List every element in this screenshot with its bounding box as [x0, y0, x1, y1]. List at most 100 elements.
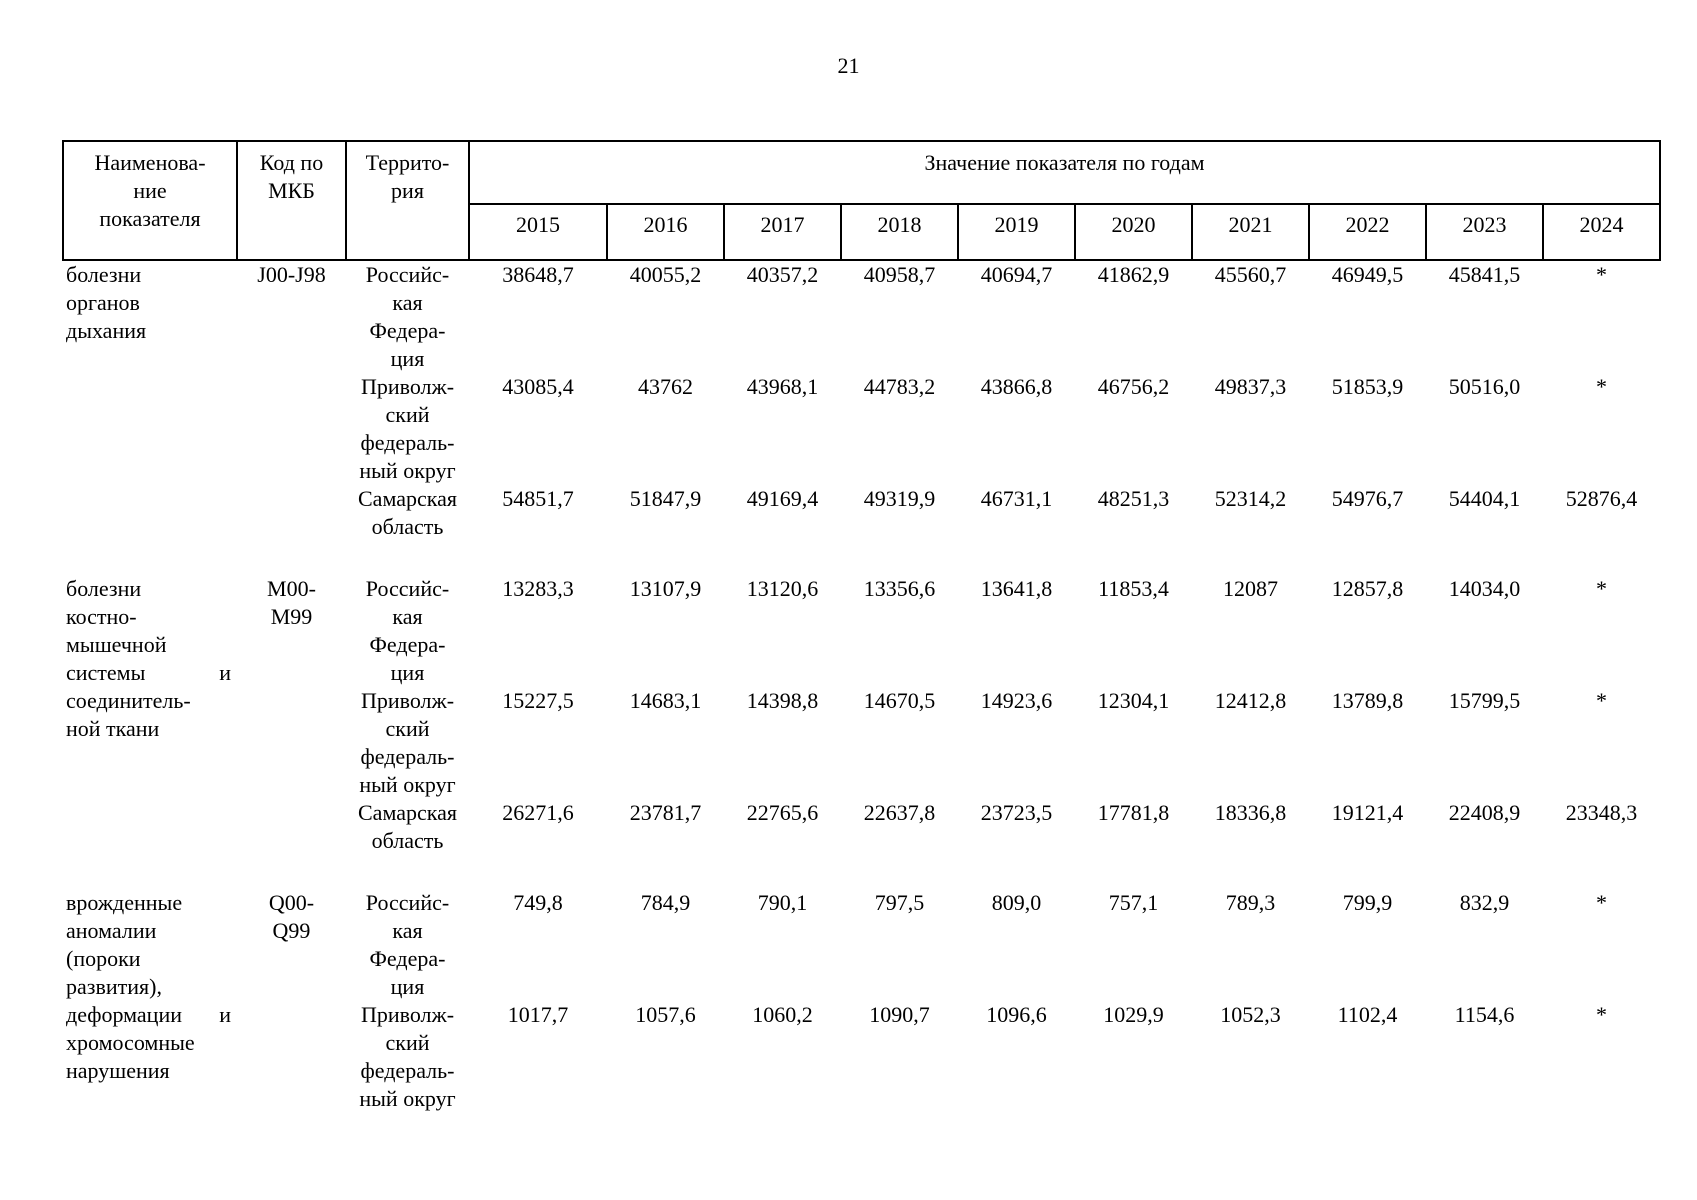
value-cell: 15227,5: [502, 688, 574, 713]
territory-row: Приволж-ский федераль-ный округ 43085,4 437…: [63, 373, 1660, 485]
value-cell: 19121,4: [1331, 800, 1404, 825]
value-cell: 797,5: [874, 890, 925, 915]
value-cell: 13283,3: [502, 576, 574, 601]
text-line: ной ткани: [66, 716, 160, 741]
territory-cell: Приволж-ский федераль-ный округ: [346, 687, 469, 799]
value-cell: 49169,4: [746, 486, 819, 511]
value-cell: 46949,5: [1331, 262, 1404, 287]
year-header: 2018: [840, 203, 959, 261]
text-line: Наименова-: [94, 150, 206, 175]
value-cell: 22408,9: [1448, 800, 1521, 825]
territory-cell: Российс-кая Федера-ция: [346, 260, 469, 373]
text-line: ция: [390, 660, 425, 685]
indicator-name-cell: врожденные аномалии (пороки развития), дефор…: [63, 889, 237, 1113]
value-cell: 832,9: [1459, 890, 1510, 915]
territory-row: Приволж-ский федераль-ный округ 15227,5 146…: [63, 687, 1660, 799]
text-line: федераль-: [360, 1058, 455, 1083]
value-cell: 14923,6: [980, 688, 1053, 713]
value-cell: 1029,9: [1103, 1002, 1164, 1027]
value-cell: 790,1: [757, 890, 808, 915]
value-cell: 52876,4: [1565, 486, 1638, 511]
value-cell: 43968,1: [746, 374, 819, 399]
text-line: Федера-: [369, 318, 446, 343]
value-cell: 14398,8: [746, 688, 819, 713]
text-line: врожденные: [66, 890, 183, 915]
territory-row: Приволж-ский федераль-ный округ 1017,7 1057…: [63, 1001, 1660, 1113]
value-cell: 757,1: [1108, 890, 1159, 915]
value-cell: 18336,8: [1214, 800, 1287, 825]
territory-cell: Приволж-ский федераль-ный округ: [346, 1001, 469, 1113]
group-spacer: [63, 855, 1660, 889]
year-header: 2024: [1541, 203, 1662, 261]
text-line: Код по: [259, 150, 324, 175]
year-header: 2020: [1074, 203, 1193, 261]
value-cell: 13789,8: [1331, 688, 1404, 713]
territory-cell: Самарская область: [346, 799, 469, 855]
text-line: деформации и: [66, 1002, 231, 1027]
text-line: Приволж-: [360, 688, 455, 713]
value-cell: 40694,7: [980, 262, 1053, 287]
value-cell: 784,9: [640, 890, 691, 915]
text-line: Q00-: [268, 890, 315, 915]
value-cell: 23781,7: [629, 800, 702, 825]
value-cell: 1154,6: [1454, 1002, 1515, 1027]
text-line: Самарская: [358, 800, 457, 825]
page-number: 21: [837, 53, 860, 78]
value-cell: 51847,9: [629, 486, 702, 511]
indicator-name-cell: болезни костно-мышечной системы и соединител…: [63, 575, 237, 855]
year-header: 2016: [606, 203, 725, 261]
text-line: область: [371, 828, 444, 853]
value-cell: 1102,4: [1337, 1002, 1398, 1027]
text-line: Самарская: [358, 486, 457, 511]
value-cell: 22765,6: [746, 800, 819, 825]
text-line: Российс-: [365, 890, 450, 915]
header-icd-code: Код по МКБ: [236, 140, 347, 261]
indicators-table: Наименова-ние показателя Код по МКБ Террит…: [62, 140, 1662, 1147]
value-cell: 799,9: [1342, 890, 1393, 915]
territory-row: врожденные аномалии (пороки развития), дефор…: [63, 889, 1660, 1083]
value-cell: 49319,9: [863, 486, 936, 511]
text-line: хромосомные: [66, 1030, 195, 1055]
value-cell: 13120,6: [746, 576, 819, 601]
value-cell: 749,8: [513, 890, 563, 915]
icd-code-cell: Q00- Q99: [237, 889, 346, 1113]
value-cell: 54851,7: [502, 486, 574, 511]
value-cell: 1057,6: [635, 1002, 696, 1027]
text-line: рия: [391, 178, 424, 203]
year-header: 2019: [957, 203, 1076, 261]
text-line: ция: [390, 974, 425, 999]
value-cell: 12087: [1223, 576, 1278, 601]
value-cell: 50516,0: [1448, 374, 1521, 399]
value-cell: 12304,1: [1097, 688, 1170, 713]
territory-row: Самарская область 26271,6 23781,7 22765,6 226…: [63, 799, 1660, 855]
icd-code-cell: J00-J98: [237, 260, 346, 541]
territory-row: болезни органов дыхания J00-J98 Российс-кая Ф…: [63, 260, 1660, 373]
icd-code-cell: M00- M99: [237, 575, 346, 855]
text-line: ский: [385, 1030, 430, 1055]
value-cell: 49837,3: [1214, 374, 1287, 399]
territory-cell: Российс-кая Федера-ция: [346, 889, 469, 1001]
value-cell: 26271,6: [502, 800, 574, 825]
text-line: ский: [385, 402, 430, 427]
text-line: ный округ: [359, 1086, 456, 1111]
value-cell: 43085,4: [502, 374, 574, 399]
value-cell: 1090,7: [869, 1002, 930, 1027]
value-cell: 54976,7: [1331, 486, 1404, 511]
text-line: нарушения: [66, 1058, 170, 1083]
value-cell: 12412,8: [1214, 688, 1287, 713]
year-header: 2015: [468, 203, 608, 261]
value-cell: *: [1596, 890, 1608, 915]
header-indicator-name: Наименова-ние показателя: [62, 140, 238, 261]
value-cell: 51853,9: [1331, 374, 1404, 399]
value-cell: 45841,5: [1448, 262, 1521, 287]
text-line: показателя: [99, 206, 201, 231]
text-line: Террито-: [365, 150, 450, 175]
value-cell: 45560,7: [1214, 262, 1287, 287]
value-cell: 14034,0: [1448, 576, 1521, 601]
value-cell: 41862,9: [1097, 262, 1170, 287]
value-cell: 54404,1: [1448, 486, 1521, 511]
text-line: мышечной: [66, 632, 167, 657]
value-cell: 22637,8: [863, 800, 936, 825]
territory-cell: Приволж-ский федераль-ный округ: [346, 373, 469, 485]
text-line: Приволж-: [360, 1002, 455, 1027]
